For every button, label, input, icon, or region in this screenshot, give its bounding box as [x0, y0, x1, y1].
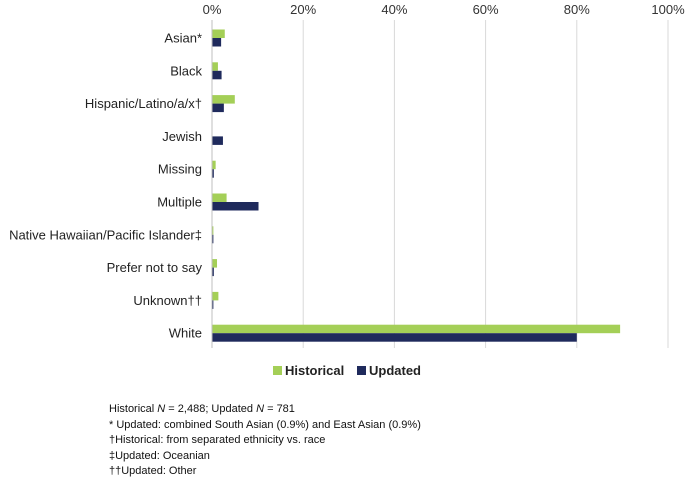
note-sample-size: Historical N = 2,488; Updated N = 781	[109, 403, 295, 415]
category-labels: Asian* Black Hispanic/Latino/a/x† Jewish Mis…	[9, 31, 202, 341]
bar-historical	[212, 95, 235, 104]
legend-swatch-updated	[357, 366, 366, 375]
note-native-hawaiian: ‡Updated: Oceanian	[109, 449, 210, 462]
category-label: Hispanic/Latino/a/x†	[85, 96, 202, 111]
chart-notes: Historical N = 2,488; Updated N = 781 * …	[109, 402, 421, 480]
x-axis-tick-labels: 0% 20% 40% 60% 80% 100%	[203, 2, 685, 17]
bar-updated	[212, 333, 577, 342]
bar-historical	[212, 29, 225, 38]
category-label: Prefer not to say	[107, 260, 203, 275]
bars	[211, 20, 621, 348]
bar-historical	[212, 324, 621, 334]
bar-historical	[212, 193, 227, 202]
bar-updated	[212, 300, 214, 309]
bar-historical	[212, 291, 219, 301]
x-tick-label: 20%	[290, 2, 316, 17]
note-hispanic: †Historical: from separated ethnicity vs…	[109, 434, 326, 446]
bar-updated	[212, 70, 222, 80]
legend-label-updated: Updated	[369, 363, 421, 378]
note-asian: * Updated: combined South Asian (0.9%) a…	[109, 418, 421, 431]
bar-historical	[212, 160, 216, 170]
legend: Historical Updated	[273, 363, 421, 378]
x-tick-label: 80%	[564, 2, 590, 17]
bar-updated	[212, 267, 214, 277]
category-label: Unknown††	[133, 293, 202, 308]
note-unknown: ††Updated: Other	[109, 465, 197, 477]
gridlines	[211, 20, 669, 348]
category-label: Asian*	[164, 31, 202, 46]
bar-updated	[212, 103, 224, 113]
x-tick-label: 100%	[651, 2, 685, 17]
legend-label-historical: Historical	[285, 363, 344, 378]
category-label: Black	[170, 63, 202, 78]
category-label: Jewish	[162, 129, 202, 144]
category-label: White	[169, 326, 202, 341]
x-tick-label: 40%	[381, 2, 407, 17]
bar-historical	[212, 259, 218, 268]
category-label: Native Hawaiian/Pacific Islander‡	[9, 227, 202, 242]
x-tick-label: 0%	[203, 2, 222, 17]
bar-updated	[212, 234, 214, 244]
bar-historical	[212, 226, 214, 235]
bar-updated	[212, 136, 223, 145]
bar-updated	[212, 202, 259, 211]
bar-updated	[212, 38, 222, 47]
bar-chart: 0% 20% 40% 60% 80% 100% Asian* Black Hispanic/L…	[9, 2, 685, 378]
category-label: Missing	[158, 162, 202, 177]
category-label: Multiple	[157, 195, 202, 210]
legend-swatch-historical	[273, 366, 282, 375]
bar-historical	[212, 62, 218, 71]
bar-updated	[212, 169, 214, 178]
x-tick-label: 60%	[473, 2, 499, 17]
